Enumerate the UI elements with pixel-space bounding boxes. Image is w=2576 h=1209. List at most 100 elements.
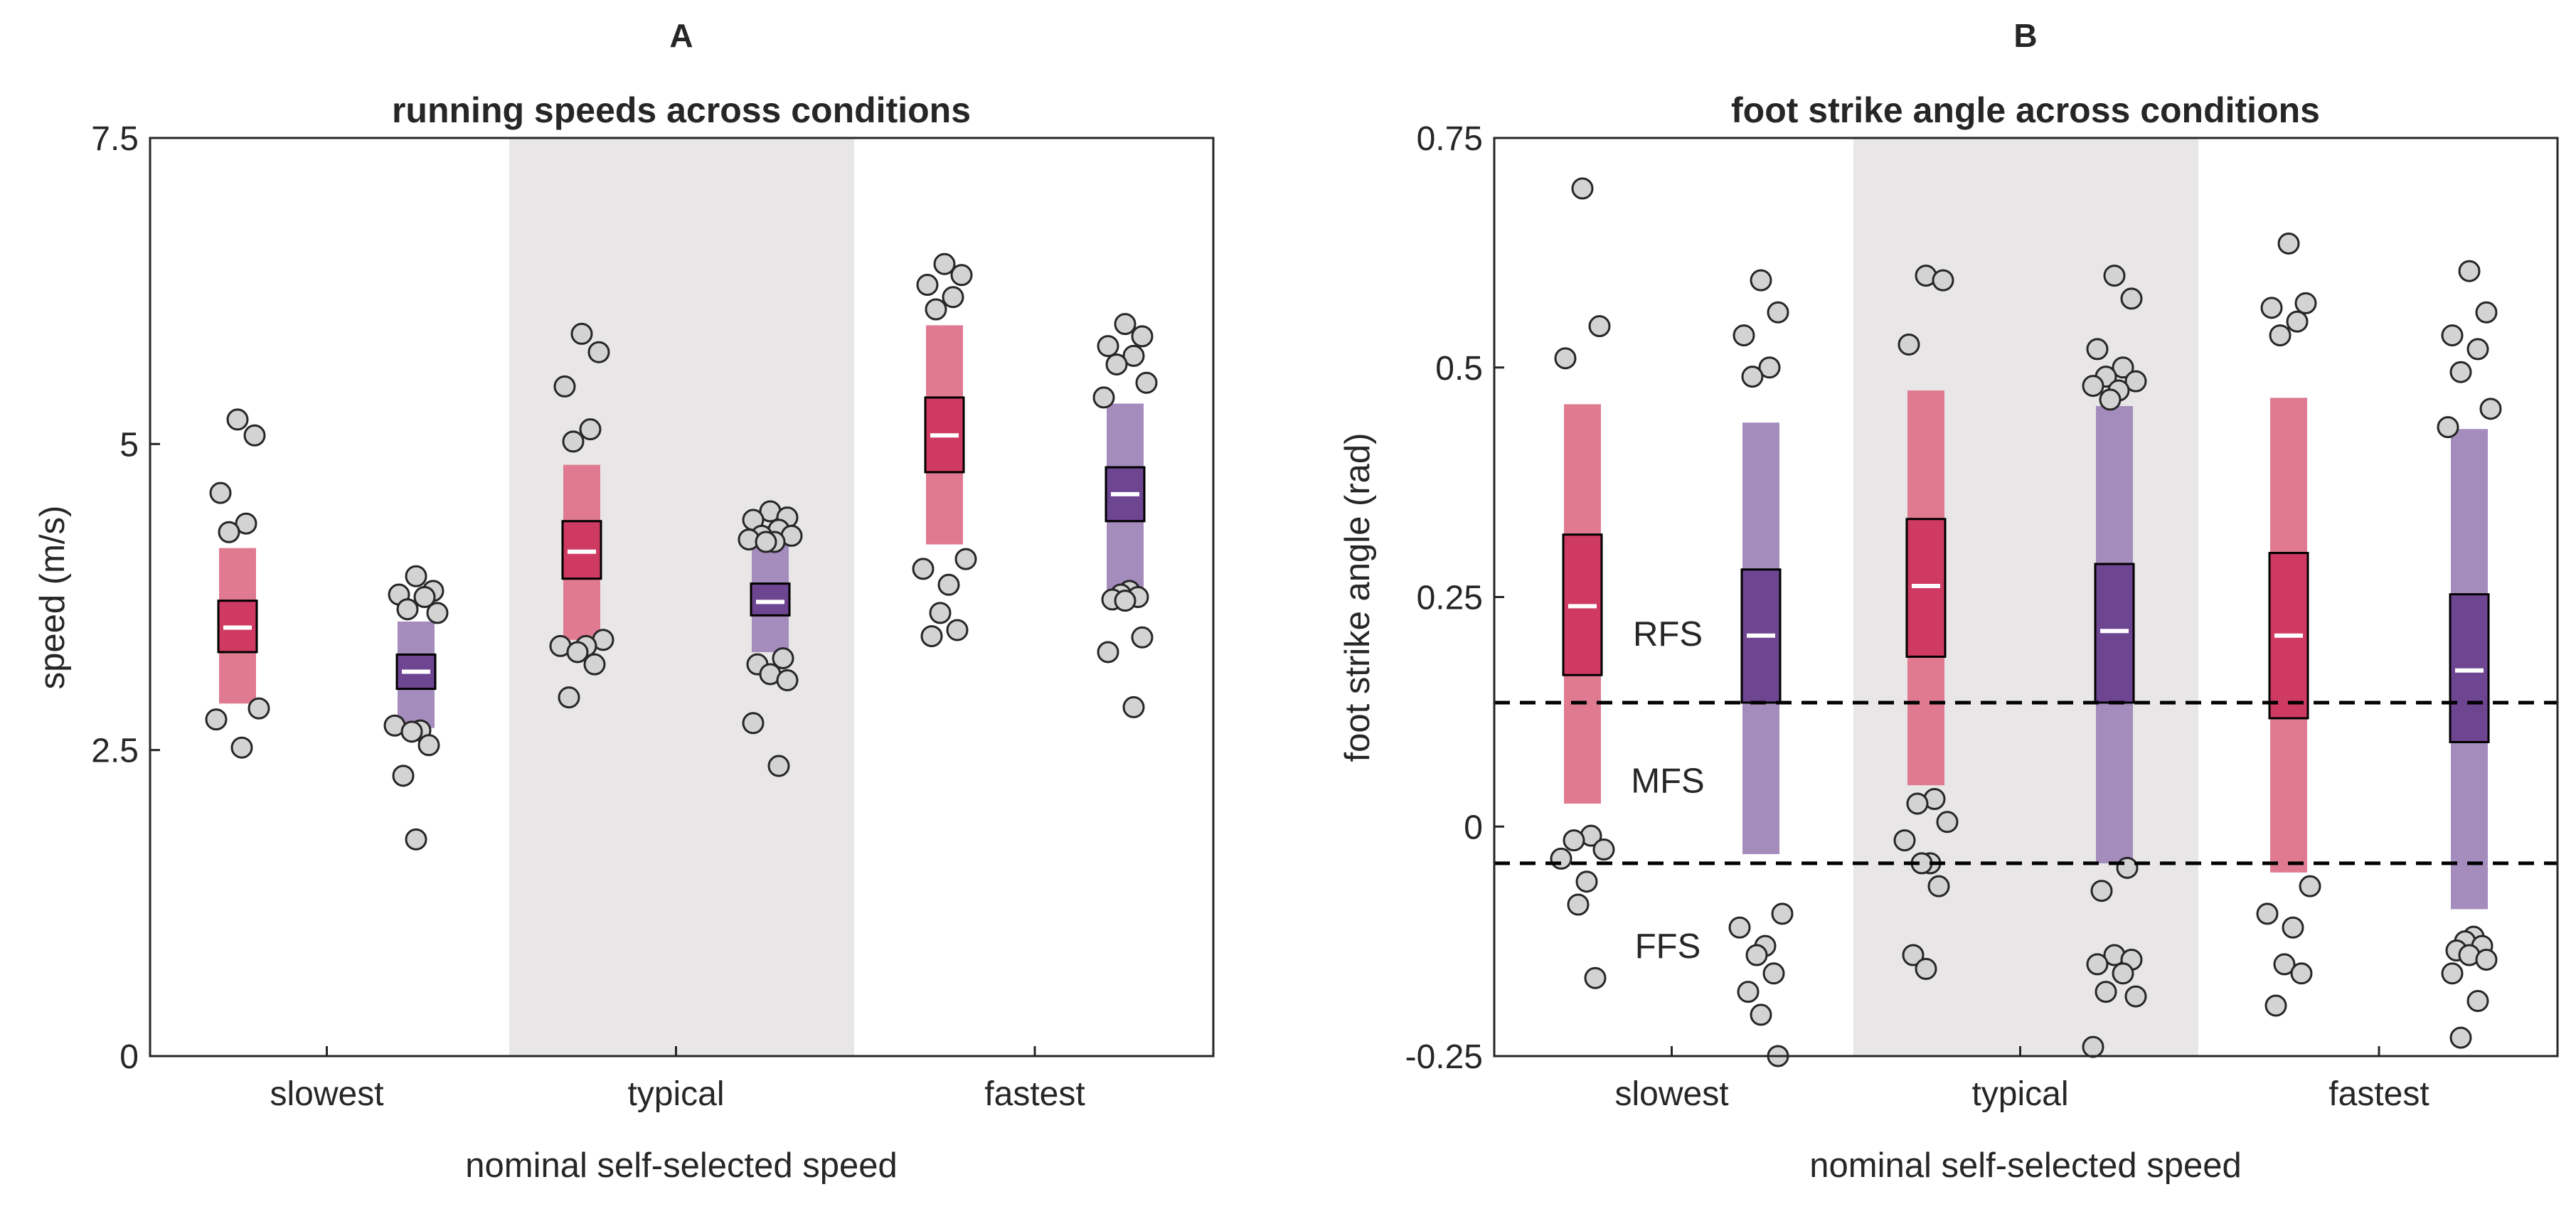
y-axis-label: foot strike angle (rad)	[1338, 433, 1377, 762]
x-ticks: slowest typical fastest	[1614, 1046, 2429, 1113]
data-point	[2273, 953, 2296, 976]
data-point	[413, 586, 436, 608]
iqr-box	[2094, 563, 2135, 704]
data-point	[1737, 981, 1760, 1003]
data-point	[2441, 962, 2464, 985]
data-point	[396, 598, 419, 621]
data-point	[2116, 856, 2139, 879]
data-point	[1131, 325, 1154, 348]
data-point	[218, 521, 240, 543]
data-point	[1097, 335, 1119, 358]
data-point	[1554, 347, 1577, 370]
x-axis-label: nominal self-selected speed	[1809, 1146, 2241, 1185]
data-point	[920, 625, 943, 648]
data-point	[2466, 990, 2489, 1013]
data-point	[226, 408, 249, 431]
data-point	[1592, 838, 1615, 861]
data-point	[2466, 338, 2489, 361]
data-point	[1097, 641, 1119, 664]
data-point	[2124, 370, 2147, 393]
reference-lines	[1494, 701, 2558, 866]
data-point	[558, 686, 580, 709]
chart-title: foot strike angle across conditions	[1731, 90, 2320, 130]
y-tick-label: 0.25	[1417, 580, 1483, 617]
chart-title: running speeds across conditions	[392, 90, 971, 130]
data-point	[2437, 416, 2459, 439]
y-tick-label: -0.25	[1405, 1038, 1483, 1076]
data-point	[2103, 265, 2126, 287]
data-points	[205, 252, 1158, 851]
data-point	[2112, 356, 2134, 379]
panel-letter: A	[669, 17, 693, 54]
data-point	[1550, 847, 1572, 870]
data-point	[776, 669, 799, 692]
data-point	[566, 641, 589, 664]
zone-label: RFS	[1633, 615, 1703, 654]
x-tick-label: typical	[627, 1075, 724, 1113]
shaded-band	[509, 138, 854, 1056]
data-point	[1563, 829, 1585, 852]
data-point	[1898, 333, 1920, 356]
data-point	[950, 264, 973, 287]
data-point	[1728, 916, 1751, 939]
data-point	[2299, 875, 2321, 898]
data-point	[2290, 962, 2313, 985]
data-point	[1902, 944, 1925, 966]
data-point	[1762, 962, 1785, 985]
zone-labels: RFS MFS FFS	[1631, 615, 1704, 966]
data-point	[1135, 371, 1158, 394]
data-point	[929, 602, 952, 624]
data-point	[2264, 994, 2287, 1017]
data-point	[1750, 269, 1772, 292]
data-point	[912, 558, 935, 580]
shaded-region	[1853, 138, 2198, 1056]
data-point	[1092, 386, 1115, 409]
mean-lines	[223, 433, 1139, 674]
data-point	[1767, 301, 1789, 324]
data-point	[1105, 353, 1128, 376]
panel-letter: B	[2013, 17, 2037, 54]
data-point	[2112, 962, 2134, 985]
data-point	[1733, 324, 1755, 347]
data-point	[1932, 269, 1954, 292]
data-point	[2095, 981, 2117, 1003]
shaded-band	[1853, 138, 2198, 1056]
data-point	[1915, 957, 1937, 980]
data-point	[587, 341, 610, 363]
data-point	[2269, 324, 2292, 347]
y-ticks: -0.25 0 0.25 0.5 0.75	[1405, 120, 1504, 1076]
data-point	[1906, 792, 1929, 815]
data-point	[1936, 811, 1959, 833]
data-point	[916, 274, 939, 297]
x-tick-label: fastest	[2328, 1075, 2429, 1113]
data-point	[942, 286, 964, 309]
data-point	[553, 375, 576, 398]
data-point	[579, 418, 602, 441]
iqr-box	[2449, 593, 2490, 743]
data-point	[405, 565, 427, 587]
iqr-box	[750, 582, 791, 617]
data-point	[248, 697, 270, 720]
data-point	[2260, 297, 2283, 319]
data-point	[1114, 590, 1137, 612]
data-point	[946, 619, 969, 641]
x-tick-label: fastest	[984, 1075, 1085, 1113]
data-point	[1745, 944, 1768, 966]
y-tick-label: 2.5	[91, 733, 139, 770]
plot-frame	[149, 137, 1215, 1058]
data-point	[2449, 361, 2472, 383]
zone-label: FFS	[1635, 927, 1701, 966]
data-point	[2256, 902, 2279, 925]
data-point	[2124, 985, 2147, 1008]
data-point	[2282, 916, 2304, 939]
data-point	[2086, 953, 2109, 976]
data-point	[767, 755, 790, 777]
data-point	[2277, 232, 2300, 255]
data-point	[954, 548, 977, 570]
data-point	[209, 481, 232, 504]
data-point	[243, 424, 266, 447]
mean-lines	[1568, 584, 2484, 673]
data-point	[230, 736, 253, 759]
